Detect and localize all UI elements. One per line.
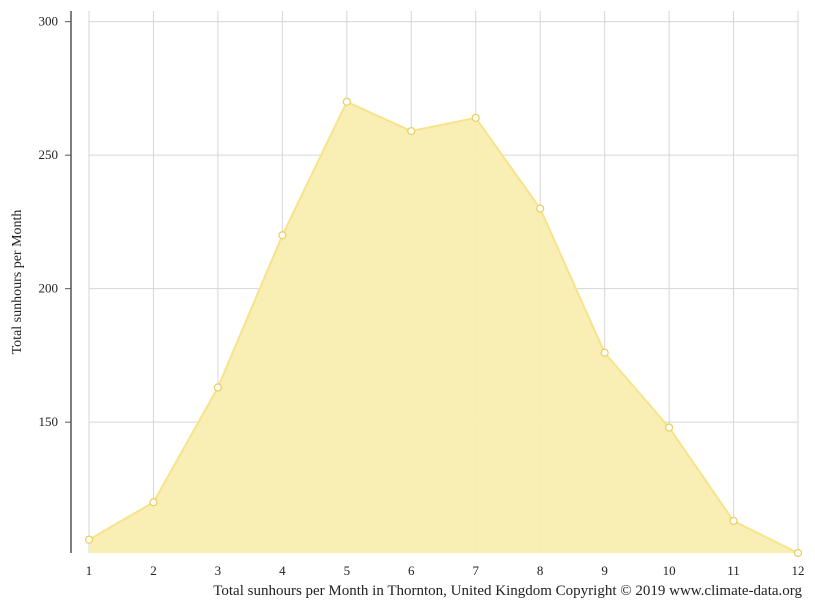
x-tick-label: 5 (344, 563, 351, 578)
x-tick-label: 3 (215, 563, 222, 578)
x-tick-label: 9 (601, 563, 608, 578)
y-axis-title: Total sunhours per Month (10, 209, 25, 355)
x-ticks: 1 2 3 4 5 6 7 8 9 10 11 12 (86, 563, 805, 578)
x-tick-label: 4 (279, 563, 286, 578)
data-point (407, 127, 416, 136)
area-fill (89, 101, 798, 554)
data-point (278, 231, 287, 240)
data-point (84, 535, 94, 544)
data-point (213, 383, 223, 392)
y-tick-label: 150 (39, 414, 59, 429)
data-point (729, 516, 738, 526)
x-tick-label: 7 (472, 563, 479, 578)
data-points (84, 97, 803, 558)
data-point (342, 97, 351, 106)
y-tick-label: 200 (39, 281, 59, 296)
x-tick-label: 10 (663, 563, 676, 578)
data-point (793, 548, 803, 558)
data-point (600, 348, 609, 357)
x-tick-label: 12 (792, 563, 805, 578)
x-tick-label: 6 (408, 563, 415, 578)
series-line (88, 100, 799, 554)
data-point (664, 423, 674, 432)
y-tick-label: 250 (39, 147, 59, 162)
data-point (471, 113, 480, 122)
x-tick-label: 11 (727, 563, 740, 578)
data-point (149, 498, 158, 507)
x-tick-label: 1 (86, 563, 93, 578)
y-tick-label: 300 (39, 14, 59, 29)
x-tick-label: 2 (150, 563, 157, 578)
data-point (536, 204, 545, 213)
y-ticks: 150 200 250 300 (39, 14, 71, 429)
chart-caption: Total sunhours per Month in Thornton, Un… (213, 583, 802, 599)
x-tick-label: 8 (537, 563, 544, 578)
